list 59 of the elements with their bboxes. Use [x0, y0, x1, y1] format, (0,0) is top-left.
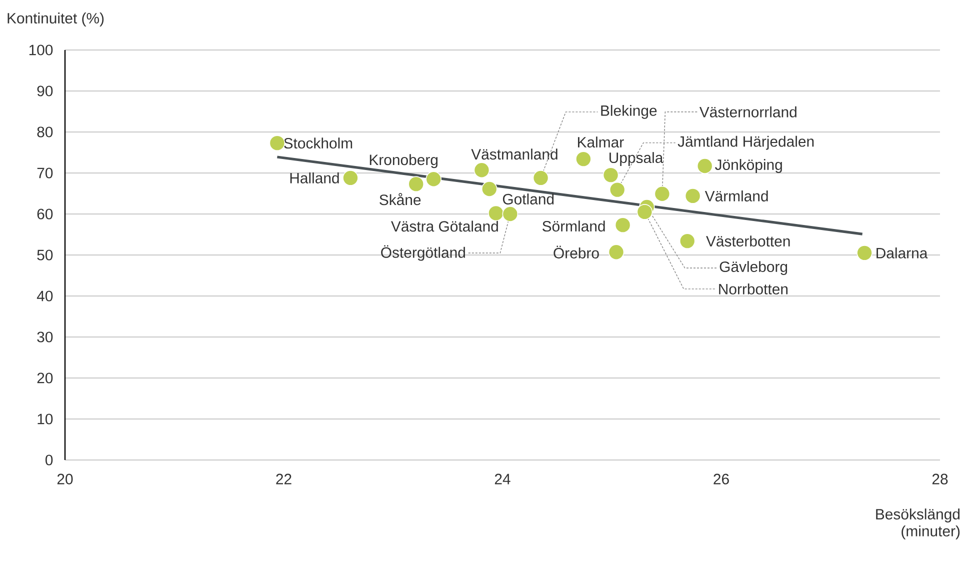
- y-tick-label: 40: [36, 290, 53, 302]
- x-tick-label: 22: [276, 474, 292, 484]
- annotation: Västernorrland: [699, 106, 796, 118]
- annotation: Dalarna: [876, 247, 928, 258]
- annotation: Uppsala: [610, 152, 664, 166]
- annotation: Örebro: [554, 246, 599, 258]
- y-tick-label: 60: [37, 208, 53, 220]
- point: [609, 182, 626, 198]
- point: [342, 170, 358, 186]
- y-tick-label: 0: [45, 454, 53, 466]
- annotation: Jönköping: [715, 159, 782, 173]
- annotation: Västmanland: [471, 148, 558, 160]
- annotation: Östergötland: [381, 245, 465, 261]
- annotation: Västra Götaland: [391, 220, 498, 232]
- point: [408, 176, 424, 192]
- y-tick-label: 80: [37, 126, 53, 138]
- point: [481, 181, 498, 197]
- point: [502, 206, 518, 222]
- point: [856, 245, 872, 261]
- point: [608, 244, 624, 260]
- y-axis-title: Kontinuitet (%): [8, 12, 104, 26]
- x-tick-label: 24: [494, 474, 510, 484]
- point: [602, 167, 619, 183]
- annotation: Skåne: [380, 192, 421, 206]
- point: [269, 135, 286, 151]
- annotation: Kronoberg: [370, 154, 438, 168]
- annotation: Jämtland Härjedalen: [678, 136, 814, 150]
- y-tick-label: 100: [29, 44, 53, 56]
- point: [684, 188, 701, 204]
- point: [426, 171, 442, 188]
- point: [614, 217, 631, 233]
- point: [576, 151, 592, 167]
- annotation: Gotland: [502, 194, 554, 204]
- x-axis-title: Besökslängd (minuter): [876, 508, 960, 540]
- x-tick-label: 28: [932, 474, 948, 484]
- point: [696, 158, 713, 174]
- y-tick-label: 50: [37, 250, 53, 260]
- point: [679, 233, 696, 249]
- annotation: Värmland: [704, 190, 768, 202]
- annotation: Norrbotten: [719, 283, 788, 294]
- annotation: Halland: [290, 172, 339, 184]
- y-tick-label: 20: [37, 372, 53, 384]
- annotation: Stockholm: [284, 138, 352, 149]
- point: [474, 162, 490, 178]
- point: [654, 186, 670, 202]
- point: [488, 205, 504, 222]
- y-tick-label: 10: [38, 414, 53, 424]
- annotation: Blekinge: [601, 104, 657, 119]
- x-tick-label: 20: [57, 474, 73, 484]
- annotation: Kalmar: [578, 136, 624, 148]
- annotation: Gävleborg: [720, 261, 788, 275]
- point: [532, 170, 549, 186]
- y-tick-label: 70: [37, 168, 53, 178]
- y-tick-label: 30: [37, 332, 53, 342]
- point: [636, 204, 653, 220]
- annotation: Västerbotten: [706, 236, 790, 247]
- x-tick-label: 26: [714, 474, 729, 484]
- annotation: Sörmland: [542, 220, 605, 232]
- y-tick-label: 90: [37, 86, 53, 96]
